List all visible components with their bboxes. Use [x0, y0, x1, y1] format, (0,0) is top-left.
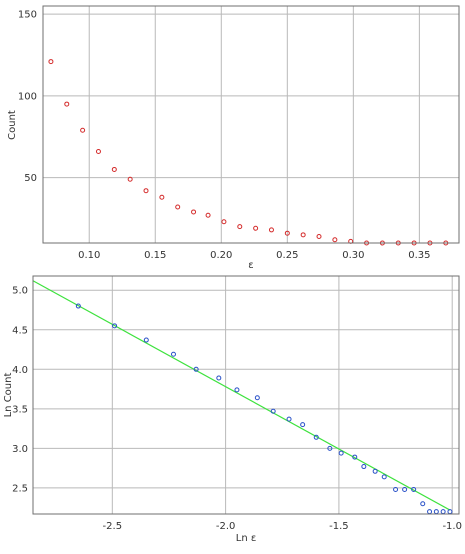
bottom-scatter-panel: -2.5 -2.0 -1.5 -1.02.53.03.54.04.55.0 Ln ε …: [3, 275, 462, 544]
y-tick-label: 4.5: [12, 325, 28, 336]
data-point: [112, 323, 118, 329]
data-point: [48, 59, 54, 65]
data-point: [253, 225, 259, 231]
data-point: [300, 422, 306, 428]
data-point: [216, 375, 222, 381]
data-point: [420, 501, 426, 507]
y-tick-label: 4.0: [12, 365, 28, 376]
top-y-axis-label: Count: [7, 110, 18, 140]
top-plot-frame: [42, 5, 460, 244]
data-point: [193, 366, 199, 372]
data-point: [332, 237, 338, 243]
data-point: [175, 204, 181, 210]
data-point: [313, 434, 319, 440]
bottom-y-axis-label: Ln Count: [3, 373, 14, 418]
top-scatter-panel: 0.10 0.15 0.20 0.25 0.30 0.35 50 100 150 ε Count: [7, 5, 460, 271]
top-plot-area: [43, 6, 459, 243]
top-tick-labels: 0.10 0.15 0.20 0.25 0.30 0.35 50 100 150: [18, 10, 431, 261]
data-point: [143, 188, 149, 194]
data-point: [316, 233, 322, 239]
bottom-fit-line-group: [32, 280, 451, 511]
data-point: [95, 148, 101, 154]
y-tick-label: 3.0: [12, 444, 28, 455]
data-point: [80, 127, 86, 133]
x-tick-label: 0.30: [342, 250, 364, 261]
data-point: [338, 450, 344, 456]
x-tick-label: -1.0: [442, 521, 462, 532]
y-tick-label: 3.5: [12, 404, 28, 415]
bottom-plot-area: [33, 276, 459, 514]
data-point: [393, 486, 399, 492]
data-point: [75, 303, 81, 309]
data-point: [327, 445, 333, 451]
data-point: [372, 468, 378, 474]
fit-line: [32, 280, 451, 511]
data-point: [361, 464, 367, 470]
x-tick-label: -2.5: [103, 521, 123, 532]
y-tick-label: 50: [24, 173, 37, 184]
data-point: [284, 230, 290, 236]
data-point: [268, 227, 274, 233]
bottom-data-points: [75, 303, 453, 515]
data-point: [111, 166, 117, 172]
data-point: [286, 416, 292, 422]
y-tick-label: 5.0: [12, 286, 28, 297]
data-point: [205, 212, 211, 218]
data-point: [352, 454, 358, 460]
x-tick-label: 0.20: [210, 250, 232, 261]
data-point: [159, 194, 165, 200]
y-tick-label: 2.5: [12, 483, 28, 494]
data-point: [270, 408, 276, 414]
top-gridlines: [43, 6, 459, 243]
data-point: [402, 486, 408, 492]
data-point: [411, 486, 417, 492]
data-point: [170, 351, 176, 357]
bottom-tick-labels: -2.5 -2.0 -1.5 -1.0 2.5 3.0 3.5 4.0 4.5 5.0: [12, 286, 462, 532]
x-tick-label: -2.0: [216, 521, 236, 532]
data-point: [254, 395, 260, 401]
data-point: [143, 337, 149, 343]
x-tick-label: 0.15: [144, 250, 166, 261]
top-x-axis-label: ε: [248, 260, 253, 271]
bottom-x-axis-label: Ln ε: [236, 533, 257, 544]
y-tick-label: 150: [18, 10, 37, 21]
x-tick-label: 0.10: [78, 250, 100, 261]
data-point: [300, 232, 306, 238]
data-point: [237, 224, 243, 230]
x-tick-label: 0.35: [408, 250, 430, 261]
bottom-gridlines: [33, 276, 459, 514]
data-point: [381, 474, 387, 480]
data-point: [234, 387, 240, 393]
data-point: [191, 209, 197, 215]
x-tick-label: 0.25: [276, 250, 298, 261]
data-point: [221, 219, 227, 225]
bottom-plot-frame: [32, 275, 460, 515]
y-tick-label: 100: [18, 91, 37, 102]
data-point: [64, 101, 70, 107]
data-point: [127, 176, 133, 182]
x-tick-label: -1.5: [329, 521, 349, 532]
